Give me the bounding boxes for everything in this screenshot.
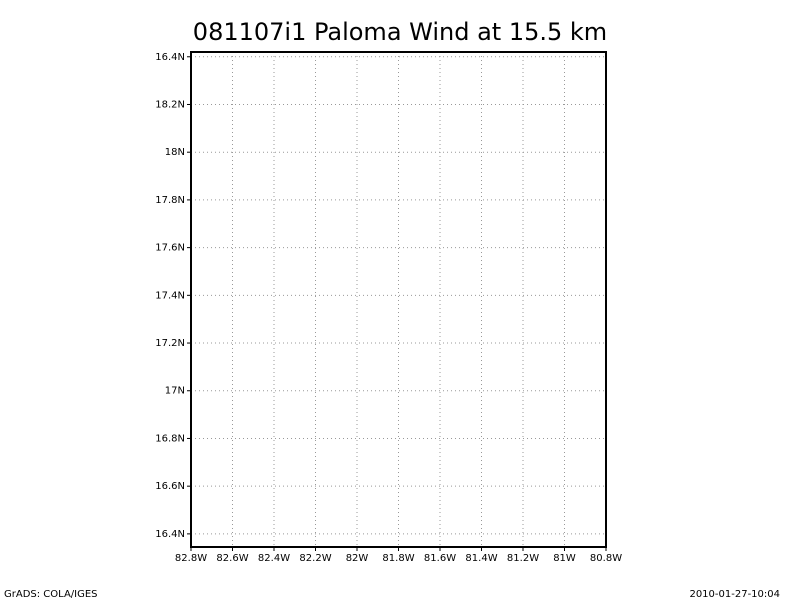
plot-frame — [190, 51, 607, 548]
x-tick-label: 81.2W — [507, 553, 539, 564]
y-tick-label: 16.4N — [155, 52, 185, 63]
x-tick-label: 81.6W — [424, 553, 456, 564]
y-tick-label: 17.8N — [155, 195, 185, 206]
footer-left: GrADS: COLA/IGES — [4, 589, 98, 600]
x-tick-label: 82.8W — [175, 553, 207, 564]
y-tick-label: 17.2N — [155, 338, 185, 349]
x-tick-label: 80.8W — [590, 553, 622, 564]
y-tick-label: 18N — [165, 147, 185, 158]
x-tick-label: 82.2W — [299, 553, 331, 564]
x-tick-label: 81.8W — [382, 553, 414, 564]
x-tick-label: 82.4W — [258, 553, 290, 564]
y-tick-label: 17.6N — [155, 243, 185, 254]
y-tick-label: 16.6N — [155, 481, 185, 492]
footer-right: 2010-01-27-10:04 — [689, 589, 780, 600]
y-tick-label: 16.4N — [155, 529, 185, 540]
y-tick-label: 16.8N — [155, 433, 185, 444]
x-tick-label: 81W — [553, 553, 576, 564]
x-tick-label: 81.4W — [465, 553, 497, 564]
x-tick-label: 82W — [346, 553, 369, 564]
y-tick-label: 17.4N — [155, 290, 185, 301]
chart-title: 081107i1 Paloma Wind at 15.5 km — [193, 18, 607, 46]
y-tick-label: 18.2N — [155, 99, 185, 110]
x-tick-label: 82.6W — [216, 553, 248, 564]
y-tick-label: 17N — [165, 386, 185, 397]
